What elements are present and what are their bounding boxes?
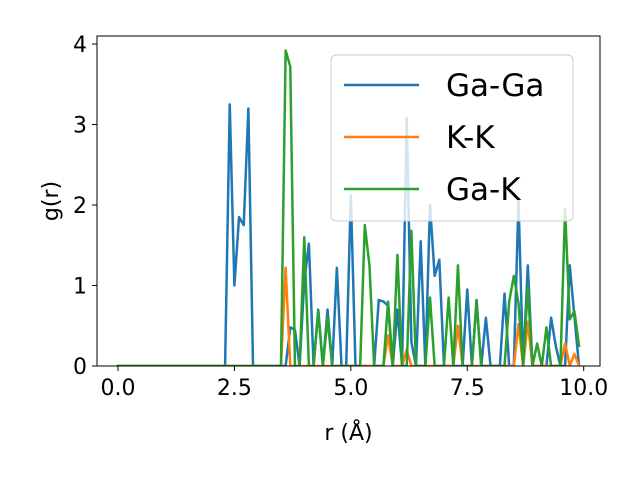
series-line-ga-k <box>116 49 581 366</box>
y-tick-label: 1 <box>73 275 87 300</box>
plot-frame <box>96 35 601 367</box>
x-axis-label: r (Å) <box>324 419 372 446</box>
legend-box <box>330 54 574 222</box>
y-tick-label: 2 <box>73 194 87 219</box>
legend: Ga-Ga K-K Ga-K <box>330 54 574 222</box>
series-layer <box>116 49 581 366</box>
axes-layer: 0.0 2.5 5.0 7.5 10.0 0 1 2 3 4 r (Å) g(r) <box>39 33 608 446</box>
x-tick-label: 2.5 <box>217 376 252 401</box>
legend-label-k-k: K-K <box>446 120 495 156</box>
y-tick-label: 4 <box>73 33 87 58</box>
x-tick-label: 5.0 <box>333 376 368 401</box>
x-tick-label: 0.0 <box>100 376 135 401</box>
legend-label-ga-k: Ga-K <box>446 172 521 208</box>
y-tick-label: 0 <box>73 355 87 380</box>
y-tick-label: 3 <box>73 114 87 139</box>
legend-label-ga-ga: Ga-Ga <box>446 68 544 104</box>
series-line-k-k <box>116 266 581 366</box>
x-tick-label: 10.0 <box>559 376 608 401</box>
x-tick-label: 7.5 <box>450 376 485 401</box>
y-axis-label: g(r) <box>39 181 64 221</box>
